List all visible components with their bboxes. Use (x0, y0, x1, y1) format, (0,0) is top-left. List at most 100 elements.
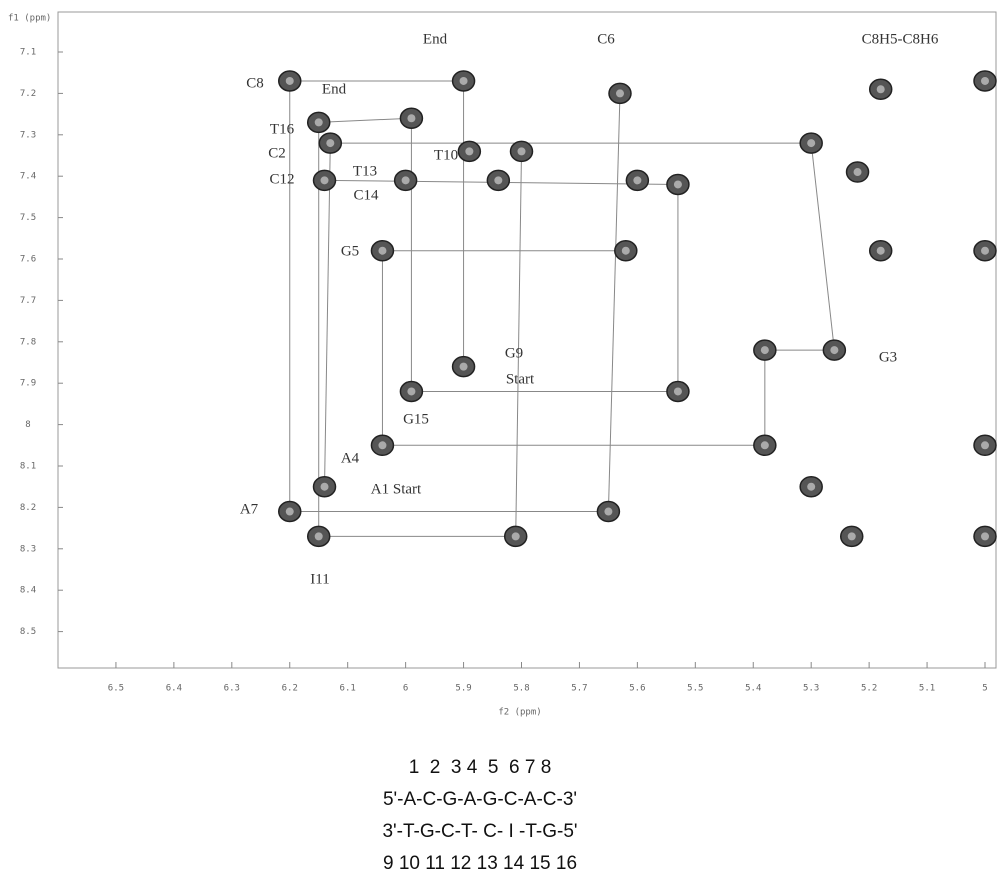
y-axis-title: f1 (ppm) (8, 14, 51, 24)
peak-core (321, 176, 329, 184)
peak-core (315, 532, 323, 540)
peak-core (460, 77, 468, 85)
peak-label: End (423, 31, 448, 47)
y-tick-label: 8.5 (20, 627, 36, 637)
x-tick-label: 5.1 (919, 684, 935, 694)
x-tick-label: 5.6 (629, 684, 645, 694)
x-tick-label: 6.4 (166, 684, 182, 694)
y-tick-label: 8.3 (20, 544, 36, 554)
peak-core (674, 387, 682, 395)
y-tick-label: 7.5 (20, 213, 36, 223)
walk-line (811, 143, 834, 350)
walk-line (325, 143, 331, 487)
y-tick-label: 8.4 (20, 586, 36, 596)
peak-label: C14 (353, 187, 379, 203)
peak-label: C8H5-C8H6 (862, 31, 939, 47)
peak-label: T13 (353, 163, 377, 179)
sequence-line: 9 10 11 12 13 14 15 16 (383, 853, 577, 874)
peak-core (674, 180, 682, 188)
plot-frame (58, 12, 996, 668)
y-tick-label: 7.8 (20, 337, 36, 347)
peak-core (286, 77, 294, 85)
x-tick-label: 6.5 (108, 684, 124, 694)
peak-core (877, 247, 885, 255)
walk-line (516, 151, 522, 536)
peak-core (981, 532, 989, 540)
peak-core (854, 168, 862, 176)
y-tick-label: 7.4 (20, 172, 36, 182)
figure: f1 (ppm) f2 (ppm) 7.1 7.2 7.3 7.4 7.5 7.6 7.7 7… (0, 0, 997, 878)
peak-core (616, 89, 624, 97)
peak-label: C2 (268, 145, 286, 161)
sequence-line: 3'-T-G-C-T- C- I -T-G-5' (382, 821, 577, 842)
peak-core (518, 147, 526, 155)
peak-core (407, 387, 415, 395)
peak-core (848, 532, 856, 540)
peak-core (315, 118, 323, 126)
peak-core (830, 346, 838, 354)
peak-label: C6 (597, 31, 615, 47)
x-tick-label: 5.7 (571, 684, 587, 694)
peak-core (761, 346, 769, 354)
peak-core (622, 247, 630, 255)
peak-core (512, 532, 520, 540)
peak-core (494, 176, 502, 184)
peak-core (378, 441, 386, 449)
y-tick-label: 8 (25, 420, 30, 430)
y-tick-label: 7.2 (20, 89, 36, 99)
walk-line (319, 118, 412, 122)
peak-label: C12 (269, 171, 294, 187)
y-tick-label: 7.6 (20, 255, 36, 265)
peak-core (326, 139, 334, 147)
peak-core (981, 441, 989, 449)
peak-core (460, 363, 468, 371)
y-tick-label: 7.7 (20, 296, 36, 306)
sequence-line: 1 2 3 4 5 6 7 8 (409, 757, 552, 778)
peak-core (286, 508, 294, 516)
x-tick-label: 6 (403, 684, 408, 694)
peak-core (807, 483, 815, 491)
y-tick-label: 7.9 (20, 379, 36, 389)
x-tick-label: 6.3 (224, 684, 240, 694)
x-tick-label: 5.9 (455, 684, 471, 694)
peak-label: I11 (310, 571, 329, 587)
y-tick-label: 7.1 (20, 48, 36, 58)
peak-label: A7 (240, 501, 259, 517)
x-tick-label: 5 (982, 684, 987, 694)
y-tick-label: 8.2 (20, 503, 36, 513)
peak-core (402, 176, 410, 184)
peak-core (807, 139, 815, 147)
peak-label: A1 Start (371, 481, 422, 497)
peak-core (465, 147, 473, 155)
walk-line (608, 93, 620, 511)
peak-label: T16 (270, 121, 295, 137)
x-tick-label: 6.2 (282, 684, 298, 694)
peak-label: A4 (341, 450, 360, 466)
peak-label: C8 (246, 75, 264, 91)
peak-core (761, 441, 769, 449)
peak-label: T10 (434, 147, 458, 163)
peak-core (407, 114, 415, 122)
peak-label: Start (506, 371, 535, 387)
peak-label: G9 (505, 345, 523, 361)
x-tick-label: 5.2 (861, 684, 877, 694)
y-tick-label: 7.3 (20, 130, 36, 140)
peak-core (633, 176, 641, 184)
x-tick-label: 5.5 (687, 684, 703, 694)
y-tick-label: 8.1 (20, 462, 36, 472)
peak-core (981, 247, 989, 255)
x-tick-label: 5.3 (803, 684, 819, 694)
peak-core (877, 85, 885, 93)
peak-label: G15 (403, 411, 429, 427)
sequence-line: 5'-A-C-G-A-G-C-A-C-3' (383, 789, 577, 810)
x-tick-label: 5.8 (513, 684, 529, 694)
peak-label: End (322, 81, 347, 97)
peak-core (604, 508, 612, 516)
x-tick-label: 5.4 (745, 684, 761, 694)
x-axis-title: f2 (ppm) (498, 708, 541, 718)
peak-label: G3 (879, 349, 897, 365)
peak-core (321, 483, 329, 491)
peak-core (981, 77, 989, 85)
peak-core (378, 247, 386, 255)
x-tick-label: 6.1 (340, 684, 356, 694)
